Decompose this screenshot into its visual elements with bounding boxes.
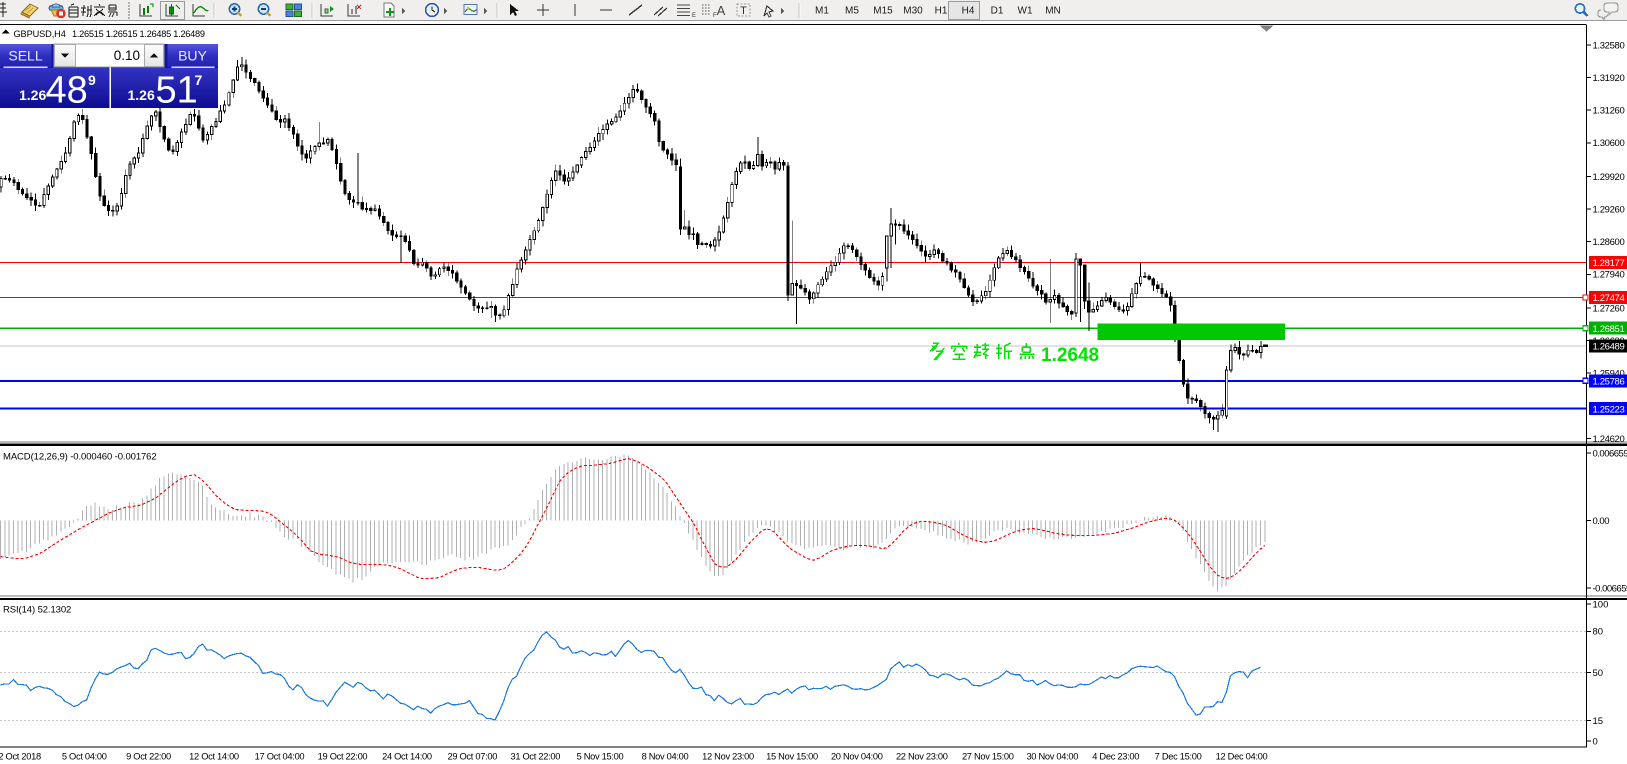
svg-text:15: 15 [1593, 716, 1604, 727]
svg-text:1.31260: 1.31260 [1593, 106, 1625, 117]
svg-text:T: T [740, 5, 747, 17]
svg-text:7: 7 [195, 72, 203, 88]
svg-text:22 Nov 23:00: 22 Nov 23:00 [896, 751, 948, 761]
svg-text:1.26489: 1.26489 [1593, 342, 1625, 353]
svg-text:9: 9 [88, 72, 96, 88]
svg-text:0.10: 0.10 [114, 48, 140, 63]
svg-text:1.26515 1.26515 1.26485 1.2648: 1.26515 1.26515 1.26485 1.26489 [72, 29, 205, 39]
svg-text:19 Oct 22:00: 19 Oct 22:00 [318, 751, 368, 761]
svg-text:9 Oct 22:00: 9 Oct 22:00 [126, 751, 171, 761]
svg-text:A: A [717, 3, 726, 18]
svg-text:0: 0 [1593, 736, 1598, 747]
svg-text:0.00: 0.00 [1593, 516, 1610, 527]
svg-text:48: 48 [46, 70, 88, 112]
svg-text:E: E [692, 13, 696, 19]
svg-text:31 Oct 22:00: 31 Oct 22:00 [510, 751, 560, 761]
svg-text:1.26851: 1.26851 [1593, 324, 1625, 335]
svg-text:1.28177: 1.28177 [1593, 258, 1625, 269]
svg-text:MACD(12,26,9) -0.000460 -0.001: MACD(12,26,9) -0.000460 -0.001762 [3, 452, 157, 463]
svg-text:1.27260: 1.27260 [1593, 303, 1625, 314]
svg-text:BUY: BUY [178, 48, 207, 64]
svg-text:M1: M1 [815, 6, 829, 17]
svg-text:0.006659: 0.006659 [1593, 448, 1627, 459]
svg-text:24 Oct 14:00: 24 Oct 14:00 [382, 751, 432, 761]
svg-text:D1: D1 [991, 6, 1004, 17]
svg-text:30 Nov 04:00: 30 Nov 04:00 [1026, 751, 1078, 761]
svg-text:1.30600: 1.30600 [1593, 138, 1625, 149]
svg-text:RSI(14) 52.1302: RSI(14) 52.1302 [3, 605, 71, 616]
svg-text:100: 100 [1593, 599, 1609, 610]
svg-text:H4: H4 [962, 6, 975, 17]
svg-text:1.2648: 1.2648 [1041, 345, 1099, 366]
svg-text:51: 51 [156, 70, 198, 112]
svg-text:1.27474: 1.27474 [1593, 293, 1625, 304]
svg-text:4 Dec 23:00: 4 Dec 23:00 [1092, 751, 1139, 761]
svg-text:7 Dec 15:00: 7 Dec 15:00 [1155, 751, 1202, 761]
svg-text:1.24620: 1.24620 [1593, 434, 1625, 445]
svg-text:H1: H1 [935, 6, 948, 17]
svg-text:1.25786: 1.25786 [1593, 376, 1625, 387]
svg-text:-0.006659: -0.006659 [1593, 583, 1627, 594]
svg-text:F: F [713, 13, 717, 19]
svg-text:29 Oct 07:00: 29 Oct 07:00 [447, 751, 497, 761]
svg-text:GBPUSD,H4: GBPUSD,H4 [14, 29, 66, 39]
svg-text:MN: MN [1045, 6, 1061, 17]
svg-text:5 Oct 04:00: 5 Oct 04:00 [62, 751, 107, 761]
svg-text:1.32580: 1.32580 [1593, 40, 1625, 51]
svg-text:1.26: 1.26 [128, 87, 155, 103]
svg-text:1.27940: 1.27940 [1593, 270, 1625, 281]
svg-text:M15: M15 [873, 6, 893, 17]
svg-text:15 Nov 15:00: 15 Nov 15:00 [766, 751, 818, 761]
svg-text:12 Nov 23:00: 12 Nov 23:00 [702, 751, 754, 761]
svg-text:50: 50 [1593, 668, 1604, 679]
svg-text:1.25940: 1.25940 [1593, 369, 1625, 380]
svg-text:17 Oct 04:00: 17 Oct 04:00 [255, 751, 305, 761]
svg-text:80: 80 [1593, 627, 1604, 638]
svg-text:1.26: 1.26 [19, 87, 46, 103]
svg-text:1.29260: 1.29260 [1593, 204, 1625, 215]
svg-text:M30: M30 [903, 6, 923, 17]
svg-text:1.28600: 1.28600 [1593, 237, 1625, 248]
svg-text:W1: W1 [1018, 6, 1033, 17]
svg-text:1.31920: 1.31920 [1593, 73, 1625, 84]
svg-text:1.29920: 1.29920 [1593, 172, 1625, 183]
svg-text:27 Nov 15:00: 27 Nov 15:00 [962, 751, 1014, 761]
svg-text:2 Oct 2018: 2 Oct 2018 [0, 751, 41, 761]
svg-text:8 Nov 04:00: 8 Nov 04:00 [642, 751, 689, 761]
svg-text:12 Oct 14:00: 12 Oct 14:00 [189, 751, 239, 761]
svg-text:20 Nov 04:00: 20 Nov 04:00 [831, 751, 883, 761]
svg-text:M5: M5 [845, 6, 859, 17]
svg-text:5 Nov 15:00: 5 Nov 15:00 [577, 751, 624, 761]
svg-text:SELL: SELL [8, 48, 42, 64]
svg-text:1.25223: 1.25223 [1593, 404, 1625, 415]
svg-text:12 Dec 04:00: 12 Dec 04:00 [1216, 751, 1268, 761]
